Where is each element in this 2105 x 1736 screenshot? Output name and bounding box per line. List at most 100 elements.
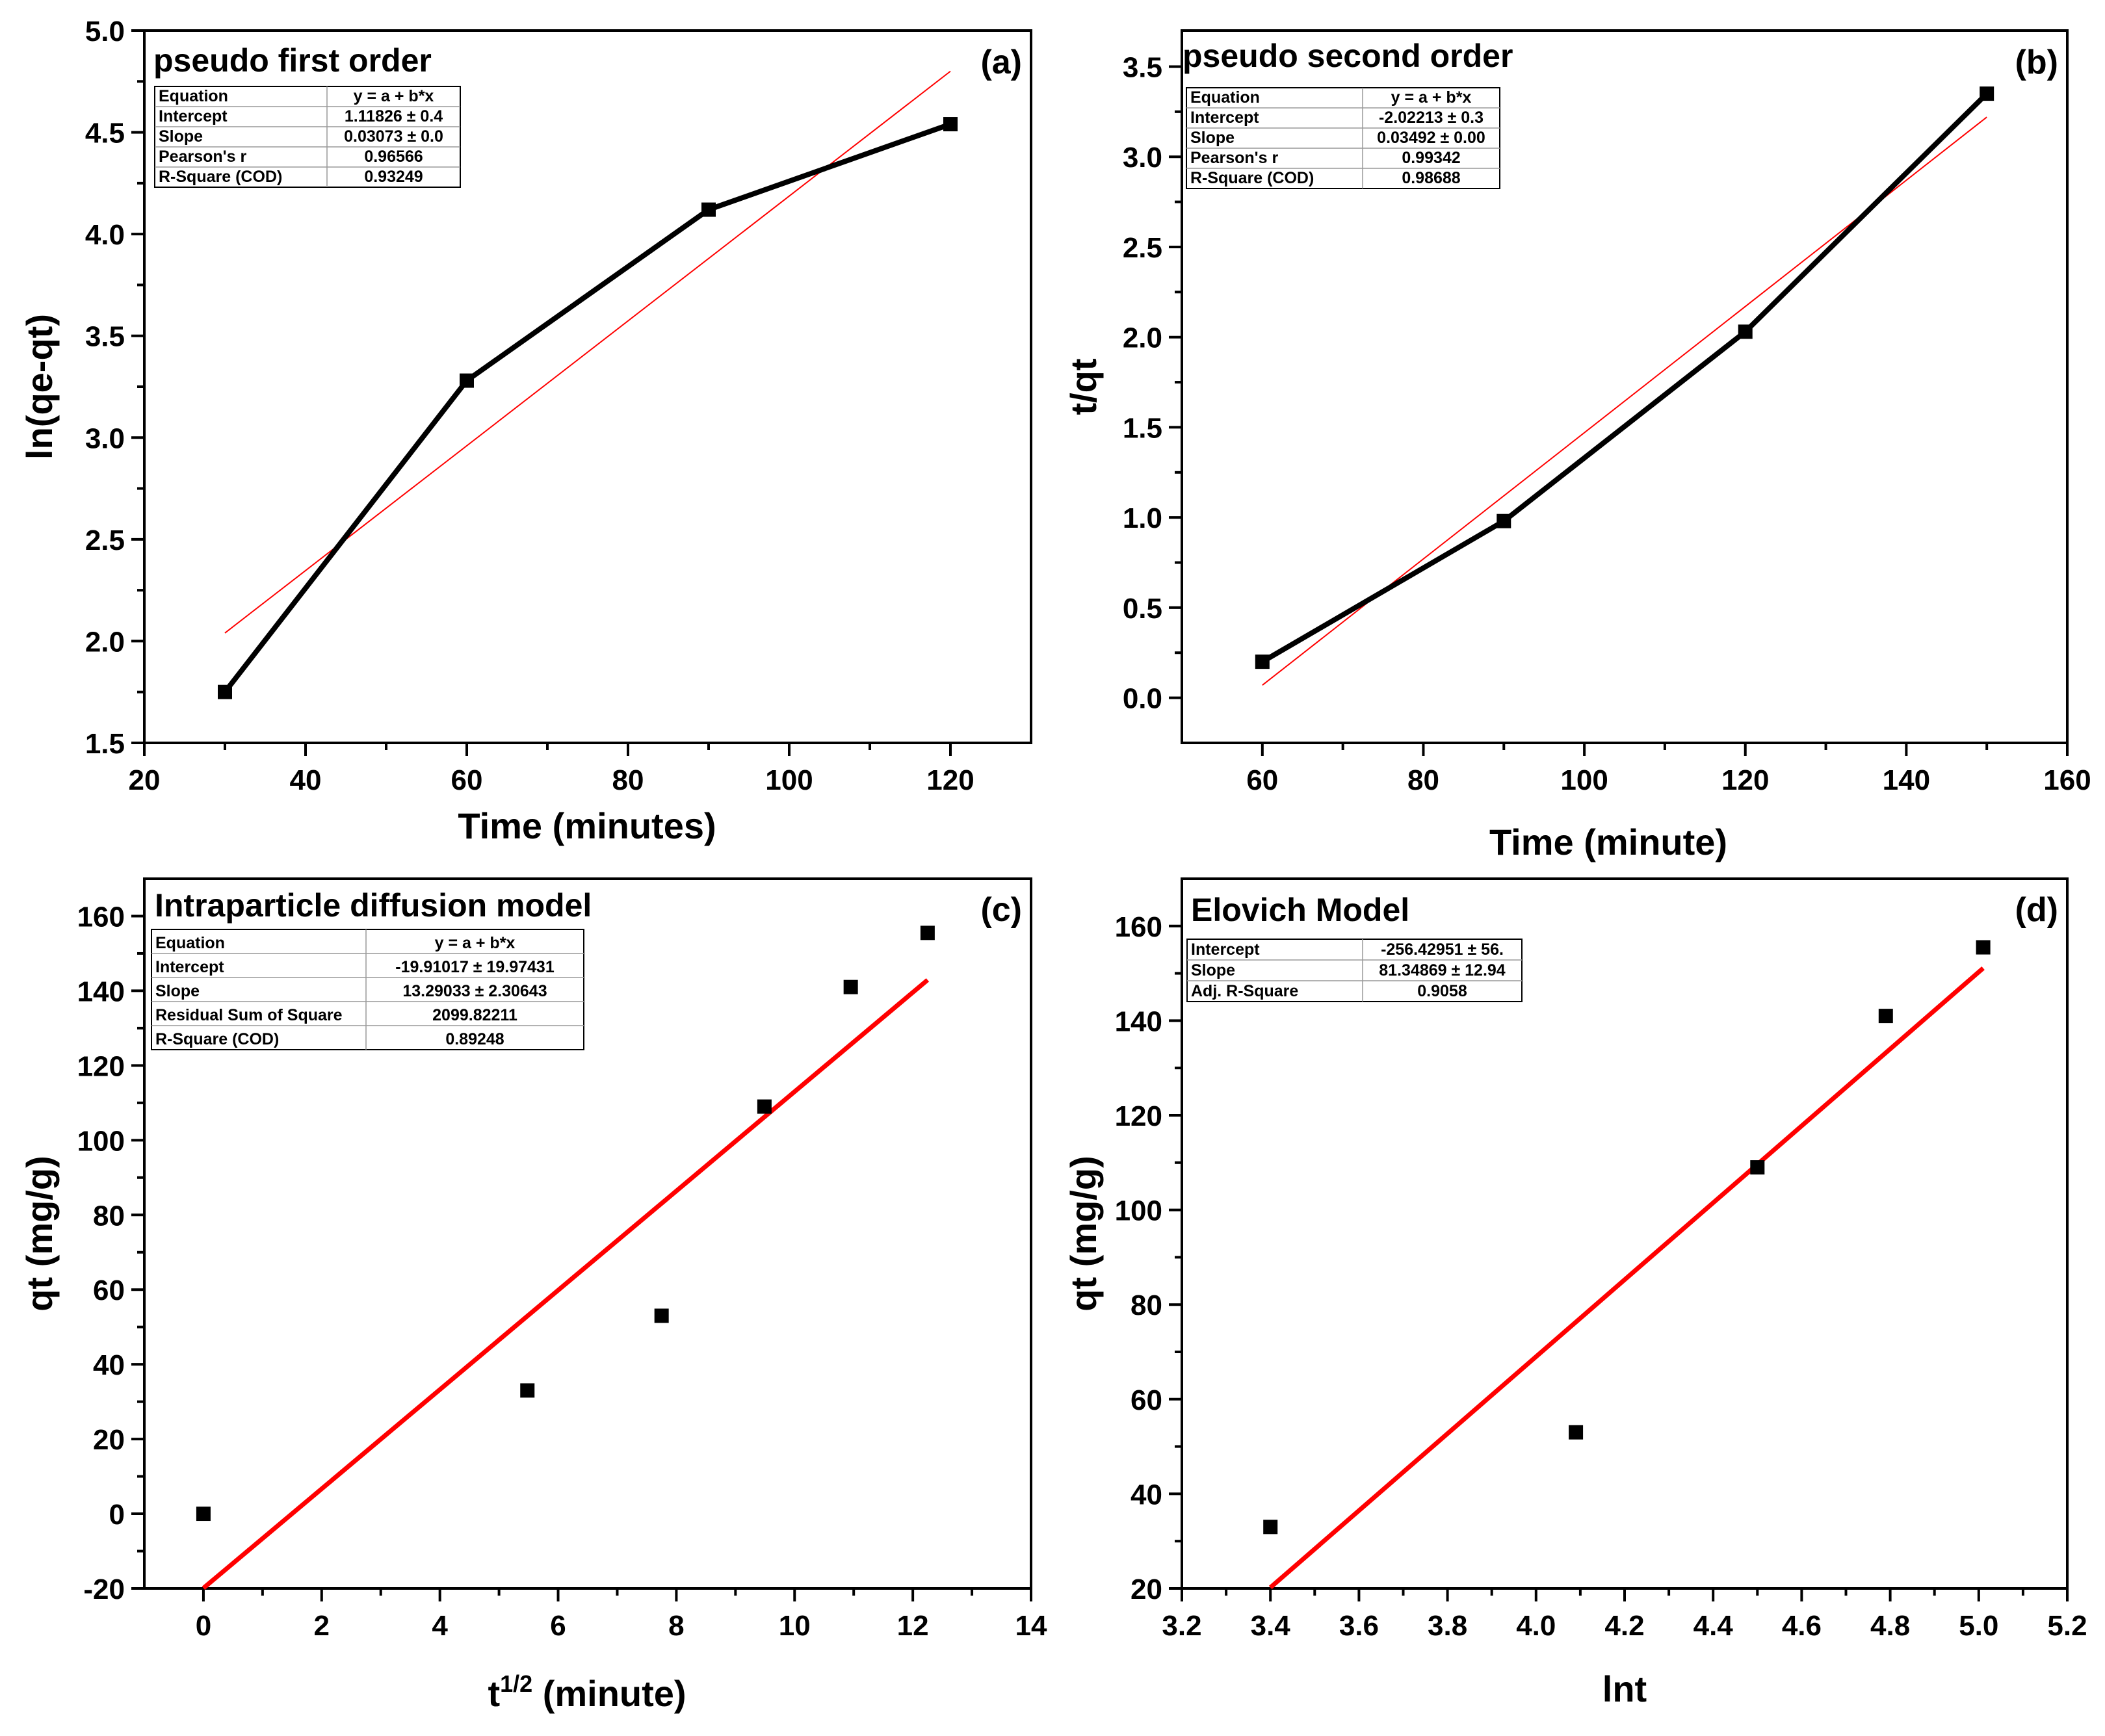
stats-table-value: y = a + b*x [354,87,434,105]
stats-table-key: Slope [1190,129,1235,147]
stats-table-frame [1186,939,1523,1002]
panel-title: pseudo second order [1183,38,1513,74]
x-tick-label: 4 [432,1610,448,1642]
x-tick-label: 10 [779,1610,811,1642]
y-tick-label: 80 [1131,1289,1162,1321]
y-tick-label: 2.5 [85,525,125,556]
y-tick-label: 2.5 [1123,232,1162,264]
y-tick-label: -20 [83,1574,125,1605]
panel-letter: (b) [2015,44,2058,81]
x-tick-label: 5.2 [2047,1610,2087,1642]
y-axis-title: qt (mg/g) [19,1156,60,1311]
panel-letter: (c) [980,891,1022,929]
stats-table-key: Equation [155,934,225,952]
y-tick-label: 160 [77,901,125,933]
y-tick-label: 40 [1131,1479,1162,1510]
data-point [460,373,474,388]
plot-frame [143,877,1032,1590]
stats-table-key: R-Square (COD) [1190,169,1314,187]
x-tick-label: 6 [550,1610,566,1642]
x-tick-label: 3.8 [1428,1610,1467,1642]
panel-title: pseudo first order [153,42,432,79]
x-axis-title-main: t [488,1673,500,1714]
x-tick-label: 4.4 [1693,1610,1734,1642]
x-tick-label: 160 [2043,764,2091,796]
data-point [520,1383,535,1398]
panel-letter: (d) [2015,891,2058,929]
panel-title: Elovich Model [1191,892,1409,928]
y-tick-label: 4.0 [85,219,125,251]
x-tick-label: 120 [926,764,974,796]
stats-table: Equation y = a + b*x Intercept -2.02213 ± 0… [1186,87,1500,189]
x-tick-label: 100 [765,764,813,796]
x-axis-title-rest: (minute) [532,1673,686,1714]
y-tick-label: 3.0 [85,422,125,454]
data-point [843,979,858,994]
stats-table-value: 81.34869 ± 12.94 [1379,961,1506,979]
data-point [218,684,232,699]
data-point [1263,1520,1278,1535]
stats-table-key: Equation [159,87,228,105]
stats-table-value: 0.89248 [445,1030,504,1048]
y-tick-label: 0.0 [1123,683,1162,715]
y-axis-title: t/qt [1063,358,1104,415]
y-tick-label: 20 [1131,1574,1162,1605]
data-point [1255,654,1270,669]
y-tick-label: 3.0 [1123,142,1162,174]
x-tick-label: 12 [897,1610,929,1642]
y-tick-label: 0.5 [1123,593,1162,625]
x-tick-label: 4.0 [1516,1610,1556,1642]
x-tick-label: 140 [1883,764,1930,796]
stats-table-key: Pearson's r [159,148,246,166]
stats-table-key: Residual Sum of Square [155,1006,343,1024]
stats-table-value: 2099.82211 [432,1006,517,1024]
y-tick-label: 40 [93,1349,125,1381]
fit-line [1268,966,1985,1590]
stats-table-value: 0.03073 ± 0.0 [344,127,443,146]
x-tick-label: 3.6 [1339,1610,1379,1642]
stats-table-key: Intercept [159,107,228,125]
x-tick-label: 0 [196,1610,211,1642]
stats-table-value: 1.11826 ± 0.4 [345,107,443,125]
x-tick-label: 4.2 [1604,1610,1644,1642]
stats-table-value: y = a + b*x [1391,88,1472,107]
data-point [920,926,935,940]
panel-letter: (a) [980,44,1022,81]
stats-table-value: 13.29033 ± 2.30643 [402,982,547,1000]
y-tick-label: 160 [1115,911,1162,943]
data-point [1750,1160,1765,1175]
y-tick-label: 3.5 [85,321,125,353]
stats-table-value: 0.96566 [364,148,423,166]
x-tick-label: 3.4 [1251,1610,1291,1642]
x-tick-label: 4.6 [1782,1610,1822,1642]
x-tick-label: 60 [451,764,483,796]
data-point [701,202,716,217]
stats-table-value: 0.93249 [364,168,423,186]
y-tick-label: 5.0 [85,16,125,47]
y-tick-label: 120 [1115,1100,1162,1132]
data-point [1878,1009,1893,1024]
y-tick-label: 2.0 [85,626,125,658]
data-point [943,117,958,132]
stats-table-key: R-Square (COD) [159,168,282,186]
y-tick-label: 1.5 [85,728,125,760]
stats-table-frame [154,86,461,188]
panel-title: Intraparticle diffusion model [155,887,592,924]
y-tick-label: 140 [1115,1005,1162,1037]
y-axis-title: qt (mg/g) [1063,1156,1104,1311]
data-point [654,1308,669,1323]
data-line [1261,92,1989,664]
stats-table-key: Equation [1190,88,1260,107]
stats-table-value: y = a + b*x [435,934,516,952]
data-point [1976,940,1991,955]
data-point [757,1099,772,1114]
stats-table-value: -2.02213 ± 0.3 [1379,109,1484,127]
data-point [196,1507,211,1522]
plot-frame [1181,29,2069,744]
stats-table-value: -256.42951 ± 56. [1381,940,1504,959]
stats-table: Intercept -256.42951 ± 56. Slope 81.34869 ±… [1186,939,1523,1002]
x-tick-label: 20 [129,764,161,796]
y-axis-title: ln(qe-qt) [19,314,60,460]
x-axis-title: lnt [1602,1668,1647,1709]
